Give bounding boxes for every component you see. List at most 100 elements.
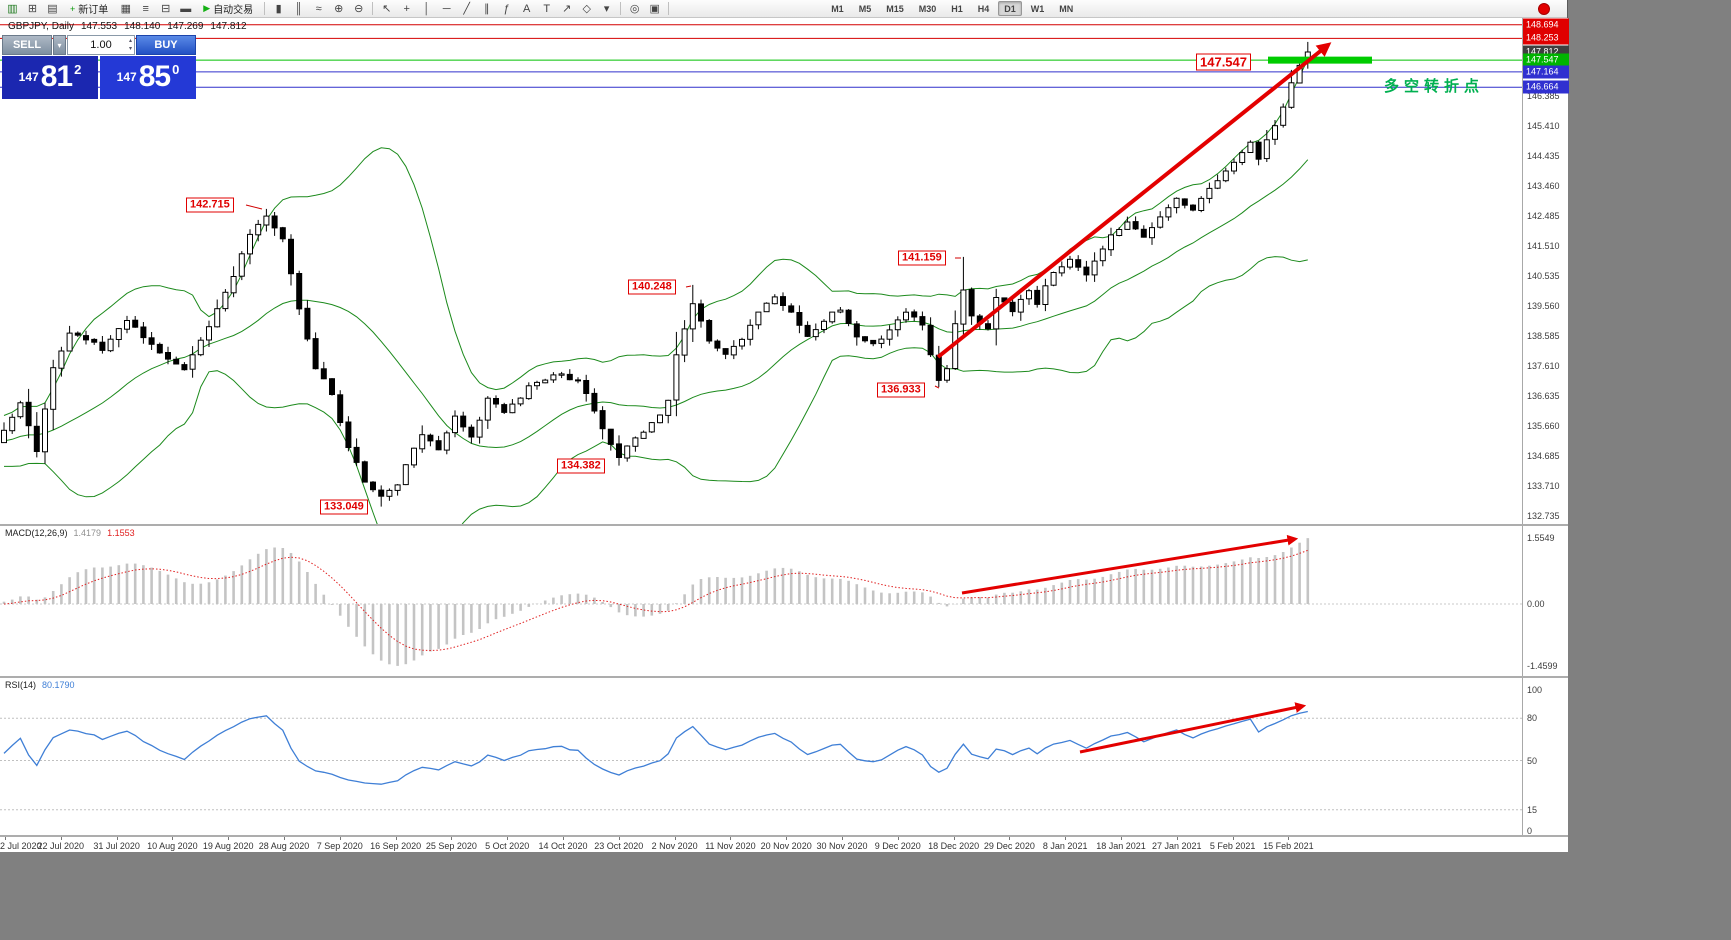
zoom-out-icon[interactable]: ⊖: [354, 3, 364, 15]
label-icon[interactable]: T: [543, 2, 551, 15]
new-order-button[interactable]: + 新订单: [63, 1, 115, 17]
sell-price-big: 81: [40, 60, 73, 93]
line-view-icon[interactable]: ≈: [315, 2, 322, 15]
fibonacci-icon[interactable]: ƒ: [503, 2, 510, 15]
timeframe-m5[interactable]: M5: [858, 4, 872, 14]
zoom-in-icon[interactable]: ⊕: [334, 3, 344, 15]
time-tick: [842, 837, 843, 840]
time-tick: [953, 837, 955, 840]
date-label: 9 Dec 2020: [874, 841, 921, 851]
trend-arrow: [961, 534, 1299, 595]
terminal-icon[interactable]: ▬: [180, 2, 192, 15]
navigator-icon[interactable]: ⊟: [161, 3, 171, 15]
turning-point-annotation[interactable]: 多空转折点: [1384, 78, 1485, 95]
crosshair-icon[interactable]: +: [403, 2, 410, 15]
timeframe-h1[interactable]: H1: [951, 4, 963, 14]
time-tick: [228, 837, 230, 840]
price-annotation[interactable]: 147.547: [1196, 53, 1251, 71]
time-tick: [1232, 837, 1234, 840]
price-annotation[interactable]: 133.049: [320, 499, 368, 515]
text-icon[interactable]: A: [523, 2, 531, 15]
macd-panel[interactable]: MACD(12,26,9) 1.4179 1.1553: [0, 526, 1522, 676]
price-axis-label: 141.510: [1527, 241, 1560, 252]
date-label: 19 Aug 2020: [202, 841, 254, 851]
date-label: 27 Jan 2021: [1152, 841, 1202, 851]
volume-stepper-icon[interactable]: ▴ ▾: [128, 38, 132, 52]
autotrade-button-icon: ▶: [203, 3, 211, 13]
new-chart-icon[interactable]: ⊞: [27, 3, 38, 15]
more-objects-icon[interactable]: ▾: [603, 3, 610, 15]
time-tick: [395, 837, 397, 840]
rsi-label: RSI(14): [5, 680, 37, 690]
buy-price-pip: 0: [172, 62, 180, 77]
date-label: 18 Dec 2020: [928, 841, 980, 851]
time-tick: [618, 837, 620, 840]
time-tick: [1009, 837, 1011, 840]
price-axis-blue-box: 146.664: [1523, 80, 1569, 94]
ohlc-open: 147.553: [80, 21, 118, 32]
time-axis[interactable]: 2 Jul 2020 22 Jul 2020 31 Jul 2020 10 Aug 2…: [0, 837, 1568, 852]
price-axis[interactable]: 146.385 145.410 144.435 143.460 142.485 141.5…: [1522, 18, 1569, 836]
panel-resize-divider[interactable]: [0, 524, 1568, 526]
price-annotation[interactable]: 142.715: [186, 197, 234, 213]
buy-button[interactable]: BUY: [136, 35, 196, 55]
timeframe-mn[interactable]: MN: [1059, 4, 1074, 14]
date-label: 28 Aug 2020: [258, 841, 310, 851]
cursor-icon[interactable]: ↖: [382, 3, 392, 15]
profiles-icon[interactable]: ▤: [47, 3, 58, 15]
buy-price-display[interactable]: 147 85 0: [100, 56, 196, 99]
price-annotation[interactable]: 134.382: [557, 458, 605, 474]
price-axis-label: 134.685: [1527, 451, 1560, 462]
trendline-icon[interactable]: ╱: [463, 3, 470, 15]
time-axis-divider: [0, 835, 1568, 837]
candlestick-chart-svg: [0, 24, 1522, 524]
templates-icon[interactable]: ▣: [649, 3, 660, 15]
timeframe-w1[interactable]: W1: [1030, 4, 1045, 14]
rsi-panel[interactable]: RSI(14) 80.1790: [0, 678, 1522, 835]
timeframe-m1[interactable]: M1: [831, 4, 844, 14]
sell-options-caret-icon[interactable]: ▾: [53, 35, 66, 55]
indicators-icon[interactable]: ◎: [629, 3, 640, 15]
bar-view-icon[interactable]: ║: [294, 2, 303, 15]
panel-resize-divider[interactable]: [0, 676, 1568, 678]
time-tick: [1176, 837, 1178, 840]
timeframe-d1[interactable]: D1: [998, 1, 1022, 16]
chart-window-icon[interactable]: ▥: [7, 3, 18, 15]
vertical-line-icon[interactable]: │: [423, 2, 431, 15]
main-chart-panel[interactable]: GBPJPY, Daily 147.553 148.140 147.269 14…: [0, 18, 1522, 524]
date-label: 8 Jan 2021: [1042, 841, 1088, 851]
candle-view-icon[interactable]: ▮: [275, 3, 282, 15]
date-label: 29 Dec 2020: [983, 841, 1035, 851]
bollinger-middle-band: [3, 159, 1309, 449]
price-annotation[interactable]: 140.248: [628, 279, 676, 295]
arrow-object-icon[interactable]: ↗: [562, 3, 572, 15]
sell-button[interactable]: SELL: [2, 35, 52, 55]
timeframe-m30[interactable]: M30: [918, 4, 937, 14]
date-label: 20 Nov 2020: [760, 841, 812, 851]
time-tick: [1288, 837, 1290, 840]
toolbar-separator: [668, 2, 670, 15]
price-axis-label: 144.435: [1527, 151, 1560, 161]
shapes-icon[interactable]: ◇: [582, 3, 591, 15]
price-axis-label: 143.460: [1527, 181, 1560, 191]
toolbar: ▥ ⊞ ▤ + 新订单 ▦ ≡ ⊟ ▬ ▶ 自动交易 ▮ ║ ≈ ⊕ ⊖ ↖ + │ ─ ╱ ∥ ƒ A T ↗ ◇ ▾ ◎ ▣ M1 M5 M…: [0, 0, 1567, 18]
toolbar-separator: [372, 2, 374, 15]
data-window-icon[interactable]: ≡: [142, 2, 149, 15]
autotrade-button[interactable]: ▶ 自动交易: [196, 1, 260, 17]
time-tick: [730, 837, 732, 840]
sell-price-display[interactable]: 147 81 2: [2, 56, 98, 99]
rsi-axis-label: 100: [1527, 685, 1543, 695]
market-watch-icon[interactable]: ▦: [120, 3, 131, 15]
timeframe-m15[interactable]: M15: [886, 4, 904, 14]
record-indicator-icon[interactable]: [1538, 2, 1550, 15]
time-tick: [563, 837, 564, 840]
volume-input[interactable]: 1.00 ▴ ▾: [67, 35, 135, 55]
horizontal-line-icon[interactable]: ─: [442, 2, 451, 15]
timeframe-h4[interactable]: H4: [977, 4, 990, 14]
price-annotation[interactable]: 136.933: [877, 382, 925, 398]
price-annotation[interactable]: 141.159: [898, 250, 946, 266]
autotrade-button-label: 自动交易: [213, 5, 254, 16]
price-axis-red-box: 148.694: [1523, 18, 1569, 32]
channel-icon[interactable]: ∥: [483, 3, 490, 15]
price-axis-label: 133.710: [1527, 481, 1560, 492]
